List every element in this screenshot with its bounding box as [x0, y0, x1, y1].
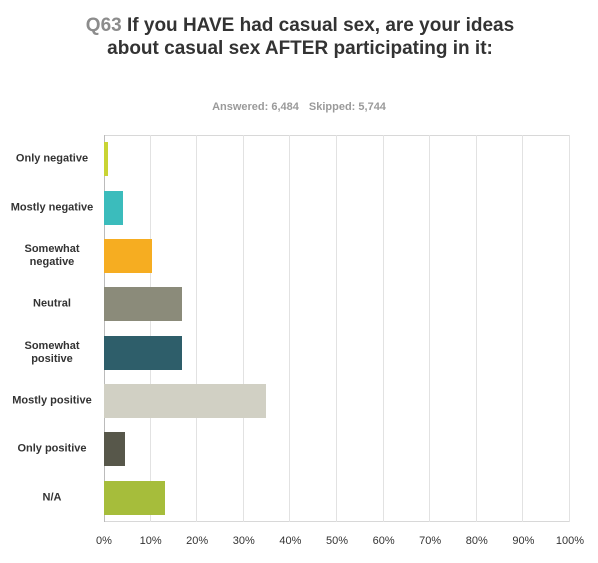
x-tick-label: 20% — [186, 535, 209, 547]
grid-line — [289, 135, 291, 522]
x-tick-label: 100% — [555, 535, 585, 547]
x-tick-label: 60% — [372, 535, 395, 547]
x-tick-label: 40% — [279, 535, 302, 547]
plot-frame — [104, 135, 570, 522]
grid-line — [382, 135, 384, 522]
grid-line — [475, 135, 477, 522]
x-tick-label: 80% — [465, 535, 488, 547]
grid-line — [569, 135, 570, 522]
x-tick-label: 90% — [512, 535, 535, 547]
answered: Answered: 6,484 — [212, 101, 299, 113]
x-tick-label: 30% — [232, 535, 255, 547]
x-tick-label: 0% — [96, 535, 112, 547]
question-number: Q63 — [85, 15, 122, 36]
y-tick-label: N/A — [42, 491, 62, 504]
grid-line — [429, 135, 431, 522]
x-tick-label: 70% — [419, 535, 442, 547]
y-tick-label: Somewhat positive — [24, 339, 80, 365]
x-tick-label: 10% — [139, 535, 162, 547]
y-tick-label: Somewhat negative — [24, 242, 80, 268]
y-tick-label: Mostly negative — [10, 201, 94, 214]
y-tick-label: Neutral — [33, 297, 71, 310]
y-tick-label: Only negative — [15, 152, 89, 165]
y-tick-label: Mostly positive — [12, 394, 92, 407]
bar — [104, 142, 109, 177]
bar — [104, 432, 125, 467]
grid-line — [196, 135, 198, 522]
bar — [104, 190, 123, 225]
bar — [104, 480, 165, 515]
grid-line — [336, 135, 337, 522]
grid-line — [149, 135, 151, 522]
chart-title: Q63 If you HAVE had casual sex, are your… — [70, 14, 530, 60]
y-axis — [104, 135, 105, 522]
grid-line — [522, 135, 524, 522]
grid-line — [242, 135, 244, 522]
y-tick-label: Only positive — [17, 442, 87, 455]
subtitle: Answered: 6,484 Skipped: 5,744 — [0, 101, 598, 113]
bar — [104, 384, 267, 419]
bar — [104, 238, 152, 273]
question-text: If you HAVE had casual sex, are your ide… — [107, 15, 515, 59]
x-tick-label: 50% — [325, 535, 349, 547]
bar — [104, 335, 182, 370]
skipped: Skipped: 5,744 — [308, 101, 386, 113]
bar — [104, 287, 182, 322]
